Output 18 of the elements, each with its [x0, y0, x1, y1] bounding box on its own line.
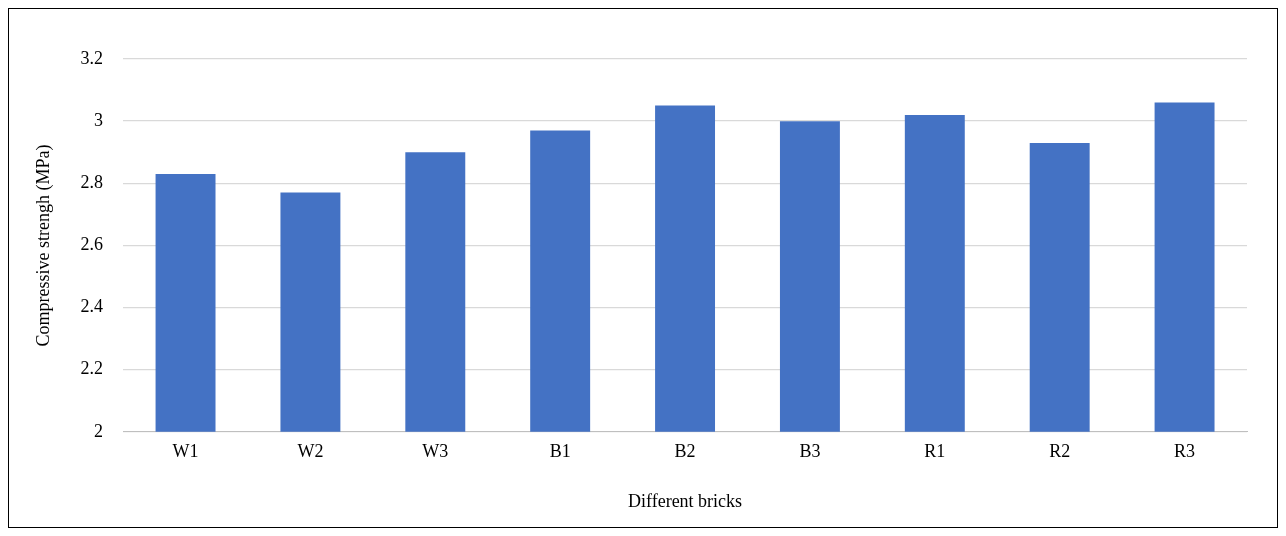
- y-tick-label: 2.8: [80, 172, 104, 192]
- x-tick-label: B3: [799, 441, 821, 462]
- x-tick-label: B2: [674, 441, 696, 462]
- y-tick-label: 3: [94, 109, 104, 130]
- y-tick-label: 2.4: [80, 296, 104, 317]
- x-tick-label: R3: [1174, 441, 1196, 462]
- x-tick-label: W3: [422, 441, 449, 462]
- x-tick-label: B1: [549, 441, 571, 462]
- x-tick-label: W2: [297, 441, 324, 462]
- y-tick-label: 2.2: [80, 358, 104, 379]
- x-tick-label: W1: [172, 441, 199, 462]
- y-tick-label: 2.6: [80, 234, 104, 255]
- x-tick-label: R1: [924, 441, 946, 462]
- x-tick-label: R2: [1049, 441, 1071, 462]
- y-tick-label: 3.2: [80, 47, 104, 68]
- y-axis-title: Compressive strengh (MPa): [32, 144, 54, 347]
- y-tick-label: 2: [94, 420, 104, 441]
- x-axis-title: Different bricks: [627, 490, 743, 511]
